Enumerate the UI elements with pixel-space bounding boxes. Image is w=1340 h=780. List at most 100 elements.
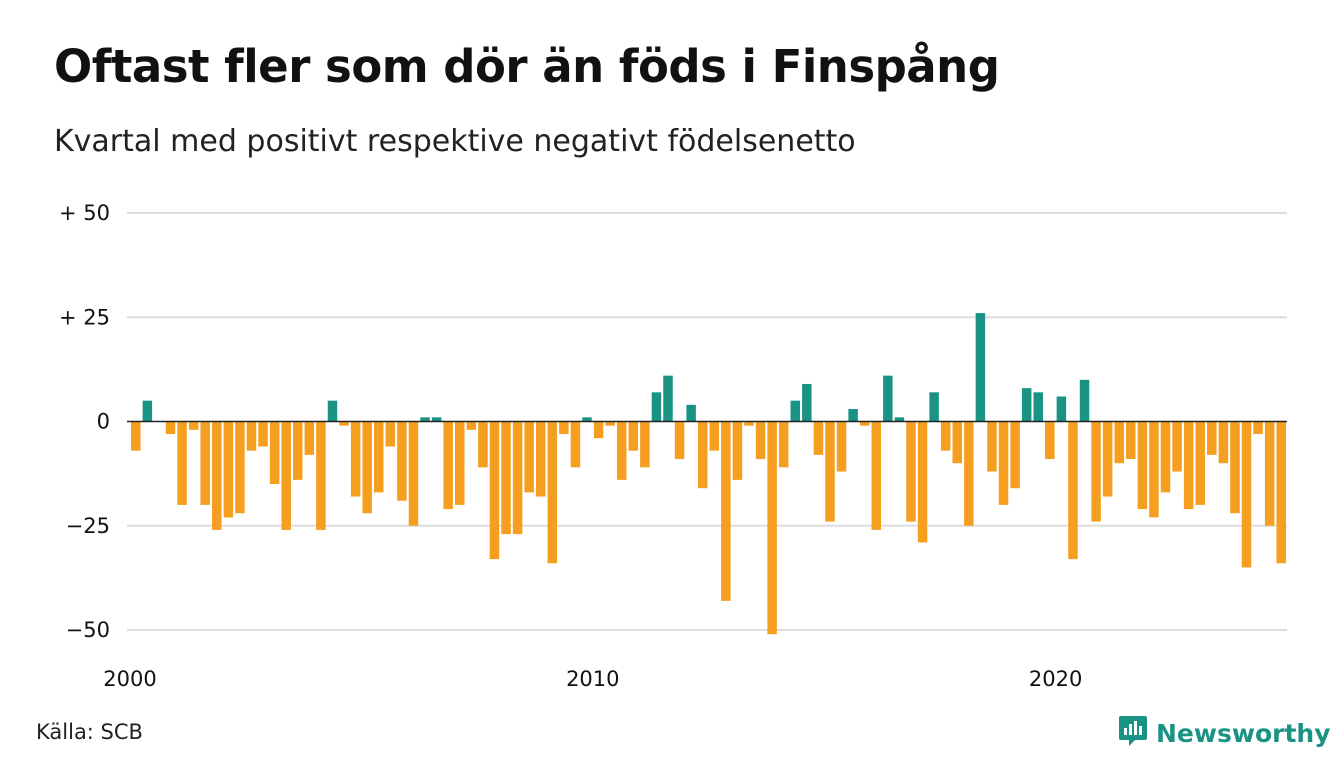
bar — [952, 421, 962, 464]
bar — [940, 421, 951, 451]
bar — [1091, 421, 1101, 522]
source-note: Källa: SCB — [36, 720, 143, 744]
y-tick-label: −25 — [66, 514, 110, 538]
bar — [894, 417, 905, 422]
bar — [501, 421, 511, 535]
bar — [1172, 421, 1182, 472]
bar — [651, 392, 662, 422]
bar — [281, 421, 291, 530]
bar — [246, 421, 257, 451]
bar — [478, 421, 488, 468]
bar — [859, 421, 870, 426]
bar — [929, 392, 939, 422]
x-tick-label: 2010 — [566, 667, 619, 691]
bar — [559, 421, 569, 435]
bar — [1114, 421, 1124, 464]
bar — [686, 404, 696, 422]
x-tick-label: 2020 — [1029, 667, 1082, 691]
bar — [570, 421, 581, 468]
y-tick-label: + 25 — [59, 305, 110, 329]
bar — [1276, 421, 1286, 564]
bar — [732, 421, 743, 480]
bar — [582, 417, 592, 422]
bar — [883, 375, 893, 422]
bar — [1241, 421, 1252, 568]
bar — [802, 383, 812, 422]
bar — [1068, 421, 1078, 560]
newsworthy-logo-icon — [1118, 714, 1148, 752]
bar — [825, 421, 835, 522]
bar — [848, 408, 858, 422]
bar — [1149, 421, 1159, 518]
bar — [466, 421, 477, 430]
bar — [1056, 396, 1067, 422]
bar — [790, 400, 801, 422]
bar — [1021, 388, 1032, 422]
bar — [813, 421, 824, 455]
bar — [1137, 421, 1148, 510]
bar — [605, 421, 615, 426]
bar — [871, 421, 882, 530]
bar — [385, 421, 396, 447]
bar — [258, 421, 268, 447]
bar — [535, 421, 546, 497]
bar — [350, 421, 361, 497]
bar — [1195, 421, 1205, 505]
bar — [1102, 421, 1113, 497]
y-tick-label: + 50 — [59, 201, 110, 225]
bar — [443, 421, 453, 510]
bar — [1033, 392, 1043, 422]
bar — [1010, 421, 1020, 489]
bar — [1045, 421, 1055, 460]
bar — [964, 421, 974, 526]
bar — [709, 421, 720, 451]
x-tick-label: 2000 — [103, 667, 156, 691]
chart-subtitle: Kvartal med positivt respektive negativt… — [54, 124, 856, 159]
grid-lines — [127, 212, 1287, 631]
bar — [1160, 421, 1171, 493]
bar-chart: + 50 + 25 0 −25 −50 2000 2010 2020 — [59, 201, 1287, 691]
bar — [142, 400, 153, 422]
bar — [697, 421, 708, 489]
y-tick-label: 0 — [97, 410, 110, 434]
bar — [998, 421, 1009, 505]
bar — [188, 421, 199, 430]
bar — [628, 421, 639, 451]
bar — [212, 421, 222, 530]
bar — [778, 421, 789, 468]
bar — [975, 313, 986, 422]
brand-name: Newsworthy — [1156, 718, 1331, 748]
bar — [640, 421, 650, 468]
bar — [917, 421, 928, 543]
bar — [674, 421, 685, 460]
bar — [293, 421, 303, 480]
bar — [755, 421, 766, 460]
bar — [339, 421, 349, 426]
bar — [616, 421, 627, 480]
bar — [316, 421, 326, 530]
bar — [767, 421, 777, 635]
bar — [721, 421, 731, 601]
axes: + 50 + 25 0 −25 −50 2000 2010 2020 — [59, 201, 1287, 691]
bar — [420, 417, 430, 422]
bar — [374, 421, 384, 493]
bar — [489, 421, 500, 560]
bar — [1218, 421, 1229, 464]
bar — [235, 421, 245, 514]
bar — [408, 421, 419, 526]
bar — [131, 421, 141, 451]
bar — [1207, 421, 1217, 455]
bar — [327, 400, 338, 422]
bar — [512, 421, 523, 535]
bar — [663, 375, 673, 422]
bar — [1230, 421, 1240, 514]
bar — [744, 421, 754, 426]
bar — [906, 421, 916, 522]
bars — [131, 313, 1286, 635]
bar — [1126, 421, 1136, 460]
bar — [431, 417, 442, 422]
bar — [593, 421, 604, 439]
bar — [200, 421, 210, 505]
bar — [1264, 421, 1275, 526]
bar — [987, 421, 997, 472]
